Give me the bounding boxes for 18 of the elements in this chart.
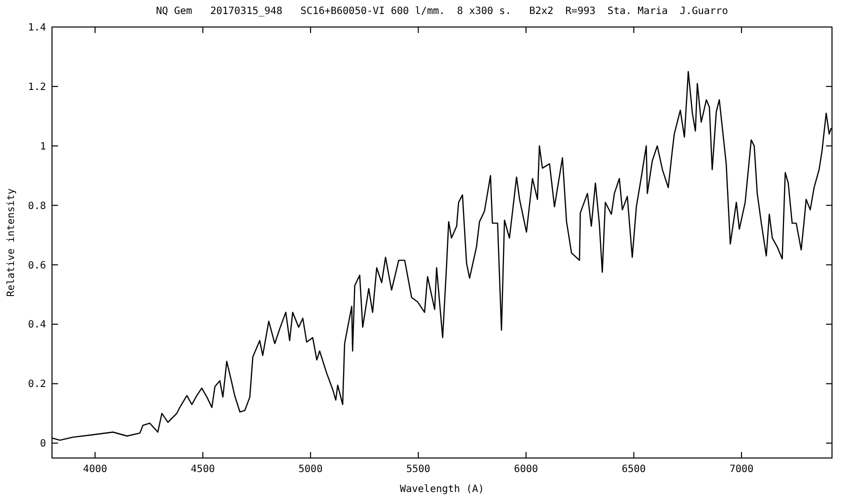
x-tick-label: 5000 — [298, 464, 323, 475]
x-tick-label: 7000 — [729, 464, 754, 475]
y-tick-label: 0.8 — [28, 200, 46, 212]
x-tick-label: 4500 — [190, 464, 215, 475]
y-tick-label: 0.6 — [28, 260, 46, 272]
y-axis-title: Relative intensity — [6, 188, 17, 297]
y-tick-label: 0.4 — [28, 320, 46, 331]
x-tick-label: 6500 — [622, 464, 646, 475]
y-tick-label: 1.2 — [28, 82, 46, 93]
y-tick-label: 1.4 — [28, 22, 46, 34]
x-axis-title: Wavelength (A) — [400, 484, 484, 495]
chart-title: NQ Gem 20170315_948 SC16+B60050-VI 600 l/mm. 8 x300 s. B2x2 R=993 Sta. Maria J.Guarro — [156, 6, 728, 17]
y-tick-label: 1 — [40, 141, 46, 152]
x-tick-label: 4000 — [83, 464, 108, 475]
x-tick-label: 5500 — [406, 464, 430, 475]
y-tick-label: 0.2 — [28, 379, 46, 390]
x-tick-label: 6000 — [514, 464, 538, 475]
y-tick-label: 0 — [40, 438, 46, 450]
